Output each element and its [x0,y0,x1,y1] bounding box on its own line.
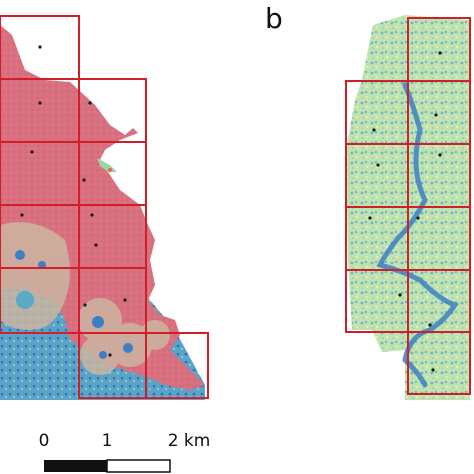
panel-a-sample-points [20,45,127,357]
scale-tick-2: 2 km [168,431,211,451]
panel-a-small-patch [97,158,117,172]
sample-point [431,368,435,372]
scale-tick-0: 0 [39,431,50,451]
sample-point [90,213,94,217]
sample-point [434,113,438,117]
panel-b-sample-points [368,51,442,372]
map-panel-a [0,15,209,400]
scale-segment-black [44,460,107,472]
scale-bar: 0 1 2 km [39,431,211,473]
panel-a-grid [0,15,209,399]
sample-point [416,216,420,220]
panel-a-patch-marker [108,168,112,172]
sample-point [368,216,372,220]
panel-b-label: b [265,2,283,35]
sample-point [38,101,42,105]
sample-point [30,150,34,154]
panel-b-grid [345,17,471,395]
sample-point [94,243,98,247]
sample-point [83,303,87,307]
scale-tick-1: 1 [102,431,113,451]
grid-box [145,332,209,399]
map-panel-b: b [265,2,471,400]
sample-point [108,353,112,357]
grid-box [407,331,471,395]
sample-point [88,101,92,105]
scale-segment-white [106,459,171,473]
sample-point [82,178,86,182]
sample-point [376,163,380,167]
sample-point [428,323,432,327]
sample-point [38,45,42,49]
sample-point [123,298,127,302]
sample-point [20,213,24,217]
sample-point [398,293,402,297]
sample-point [438,51,442,55]
sample-point [438,153,442,157]
sample-point [372,128,376,132]
